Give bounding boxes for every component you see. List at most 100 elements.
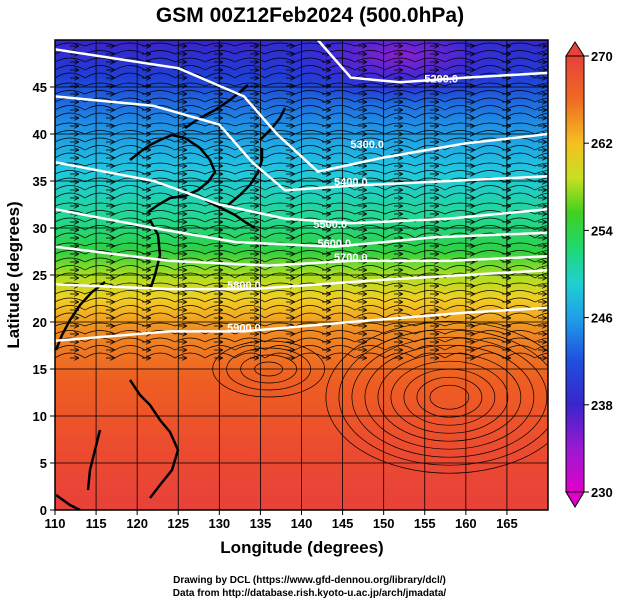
- philippines-coast: [128, 379, 180, 499]
- height-contours: [55, 40, 548, 343]
- streamline: [55, 42, 548, 47]
- height-contour-line: [55, 306, 548, 343]
- streamline: [55, 242, 548, 247]
- swirl-streamline: [377, 352, 522, 442]
- contour-label: 5200.0: [424, 73, 458, 85]
- y-tick-label: 15: [33, 362, 47, 377]
- china-south-coast: [55, 281, 106, 351]
- swirl-streamline: [416, 376, 483, 418]
- contour-label: 5500.0: [313, 219, 347, 231]
- japan-honshu: [227, 148, 264, 206]
- streamline: [55, 272, 548, 279]
- height-contour-line: [55, 207, 548, 249]
- streamline: [55, 202, 548, 207]
- height-contour-line: [55, 160, 548, 225]
- colorbar-ticks: 230 238 246 254 262 270: [584, 49, 613, 500]
- y-tick-label: 35: [33, 174, 47, 189]
- streamline: [55, 305, 548, 311]
- streamline: [55, 185, 548, 191]
- height-contour-line: [55, 269, 548, 291]
- x-tick-label: 120: [126, 516, 148, 531]
- x-tick-label: 160: [455, 516, 477, 531]
- contour-label: 5700.0: [334, 252, 368, 264]
- colorbar-tick-label: 270: [591, 49, 613, 64]
- x-tick-label: 150: [373, 516, 395, 531]
- colorbar-upper-arrow: [565, 41, 585, 57]
- y-tick-label: 30: [33, 221, 47, 236]
- swirl-streamline: [351, 336, 548, 458]
- streamline: [55, 192, 548, 199]
- y-tick-label: 5: [40, 456, 47, 471]
- borneo-coast: [55, 493, 81, 510]
- streamline: [55, 57, 548, 63]
- x-tick-label: 125: [167, 516, 189, 531]
- streamline: [55, 337, 548, 343]
- swirl-streamline: [429, 384, 470, 410]
- y-tick-label: 20: [33, 315, 47, 330]
- contour-label: 5600.0: [318, 238, 352, 250]
- coastlines: [55, 84, 287, 510]
- streamline: [55, 265, 548, 271]
- y-tick-label: 0: [40, 503, 47, 518]
- y-tick-label: 45: [33, 80, 47, 95]
- map-panel: 5200.0 5300.0 5400.0 5500.0 5600.0 5700.0 5800…: [55, 40, 548, 510]
- streamline: [55, 290, 548, 295]
- swirl-streamline: [390, 360, 509, 434]
- korea-coast: [129, 133, 217, 214]
- streamline: [55, 152, 548, 159]
- y-axis-ticks: 0 5 10 15 20 25 30 35 40 45: [33, 80, 55, 518]
- x-axis-ticks: 110 115 120 125 130 135 140 145 150 155 160 165: [45, 510, 518, 531]
- swirl-streamline: [364, 344, 535, 450]
- x-tick-label: 155: [414, 516, 436, 531]
- streamline: [55, 322, 548, 327]
- credit-line-1: Drawing by DCL (https://www.gfd-dennou.o…: [173, 575, 446, 586]
- streamline: [55, 345, 548, 351]
- height-contour-line: [55, 48, 548, 173]
- streamline: [55, 210, 548, 215]
- y-tick-label: 40: [33, 127, 47, 142]
- streamline: [55, 90, 548, 95]
- streamline: [55, 65, 548, 71]
- colorbar-tick-label: 246: [591, 311, 613, 326]
- streamline: [55, 97, 548, 103]
- streamline: [55, 130, 548, 135]
- swirl-streamline: [338, 328, 548, 466]
- contour-label: 5800.0: [227, 280, 261, 292]
- x-tick-label: 130: [208, 516, 230, 531]
- contour-labels: 5200.0 5300.0 5400.0 5500.0 5600.0 5700.0 5800…: [227, 73, 458, 334]
- streamline: [55, 312, 548, 319]
- japan-hokkaido: [259, 107, 287, 141]
- palawan-coast: [86, 429, 102, 491]
- x-axis-label: Longitude (degrees): [220, 538, 383, 557]
- japan-kyushu: [204, 198, 256, 230]
- streamline: [55, 112, 548, 119]
- x-tick-label: 165: [496, 516, 518, 531]
- colorbar-tick-label: 238: [591, 398, 613, 413]
- taiwan-coast: [148, 219, 162, 291]
- streamline: [55, 297, 548, 303]
- colorbar-tick-label: 254: [591, 223, 613, 238]
- streamline: [55, 105, 548, 111]
- y-tick-label: 10: [33, 409, 47, 424]
- colorbar-tick-label: 230: [591, 485, 613, 500]
- x-tick-label: 110: [45, 516, 66, 531]
- colorbar-bar: [565, 55, 585, 493]
- manchuria-coast: [184, 84, 249, 130]
- streamline: [55, 225, 548, 231]
- streamline: [55, 257, 548, 263]
- streamline: [55, 282, 548, 287]
- colorbar: 230 238 246 254 262 270: [565, 41, 613, 508]
- streamline: [55, 217, 548, 223]
- contour-label: 5300.0: [350, 139, 384, 151]
- streamline: [55, 122, 548, 127]
- streamline: [55, 170, 548, 175]
- x-tick-label: 135: [250, 516, 272, 531]
- x-tick-label: 115: [86, 516, 107, 531]
- colorbar-lower-arrow: [565, 491, 585, 508]
- y-axis-label: Latitude (degrees): [4, 201, 23, 348]
- height-contour-line: [316, 40, 548, 84]
- credit-line-2: Data from http://database.rish.kyoto-u.a…: [172, 588, 447, 599]
- streamline: [55, 82, 548, 87]
- swirl-streamline: [325, 320, 548, 474]
- x-tick-label: 140: [291, 516, 313, 531]
